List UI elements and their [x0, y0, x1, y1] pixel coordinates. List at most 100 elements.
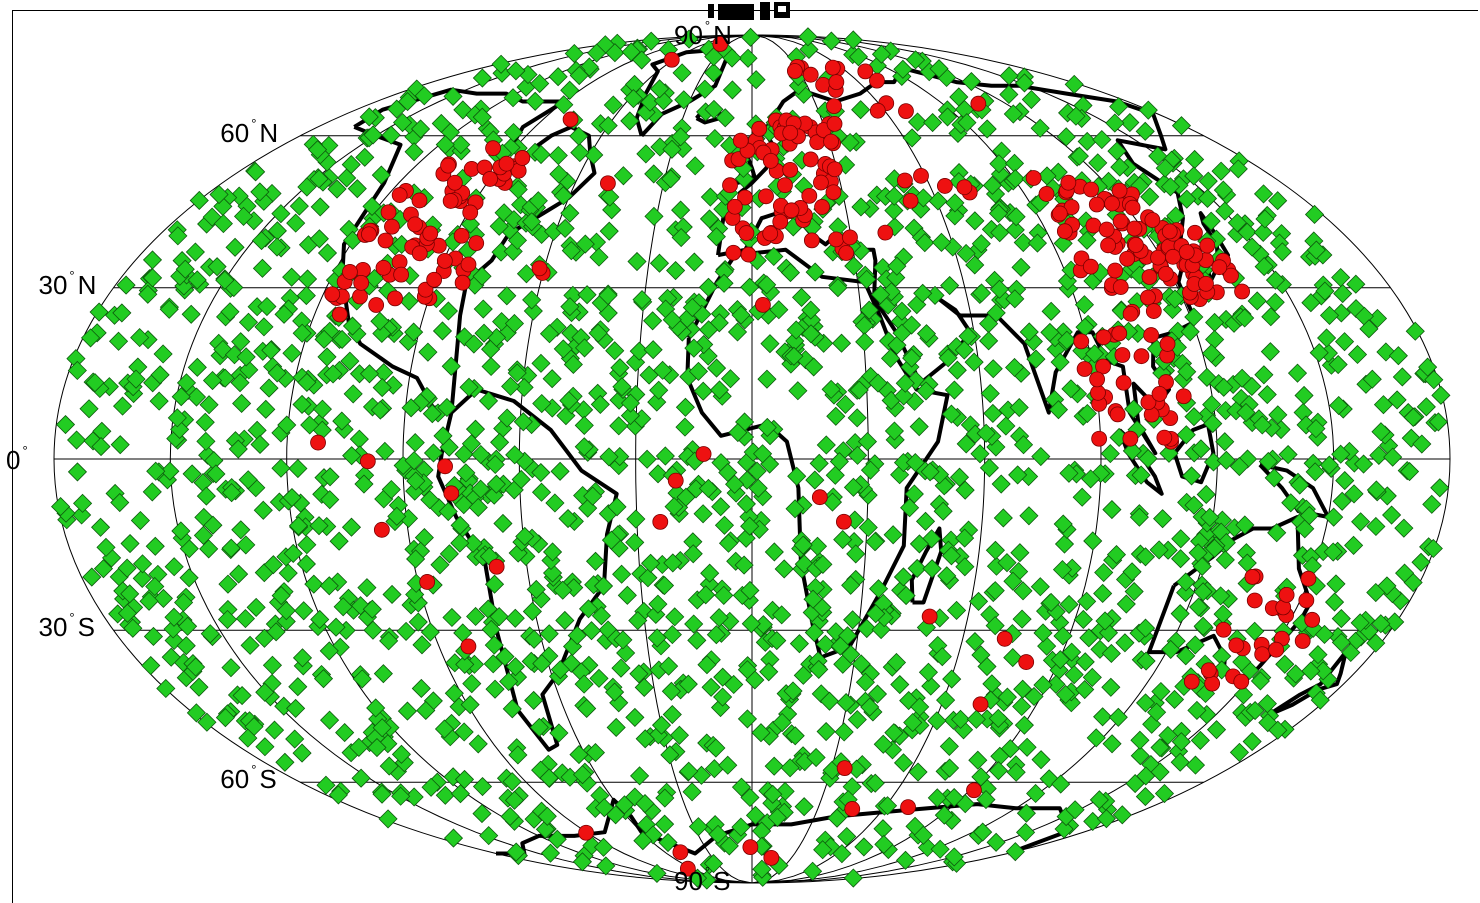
green-station-marker: [542, 369, 562, 389]
green-station-marker: [731, 817, 751, 837]
green-station-marker: [1333, 284, 1353, 304]
green-station-marker: [970, 444, 990, 464]
green-station-marker: [370, 311, 390, 331]
green-station-marker: [1135, 787, 1155, 807]
green-station-marker: [1101, 643, 1121, 664]
red-station-marker: [737, 189, 753, 206]
green-station-marker: [886, 267, 906, 288]
green-station-marker: [757, 417, 777, 438]
green-station-marker: [1369, 445, 1389, 465]
green-station-marker: [577, 285, 597, 305]
green-station-marker: [67, 430, 87, 450]
green-station-marker: [708, 824, 728, 844]
green-station-marker: [945, 193, 965, 213]
green-station-marker: [883, 525, 903, 545]
green-station-marker: [725, 474, 745, 494]
green-station-marker: [675, 417, 695, 437]
green-station-marker: [193, 525, 213, 545]
green-station-marker: [532, 654, 552, 674]
green-station-marker: [1131, 465, 1151, 485]
green-station-marker: [117, 603, 138, 623]
red-station-marker: [1298, 592, 1315, 609]
green-station-marker: [387, 506, 407, 526]
green-station-marker: [1431, 385, 1451, 405]
red-station-marker: [1083, 181, 1100, 198]
green-station-marker: [296, 554, 316, 574]
green-station-marker: [381, 125, 401, 145]
green-station-marker: [1308, 645, 1328, 665]
green-station-marker: [757, 275, 777, 295]
green-station-marker: [1138, 100, 1158, 120]
red-station-marker: [811, 489, 828, 506]
green-station-marker: [1129, 507, 1149, 527]
green-station-marker: [215, 708, 235, 728]
green-station-marker: [785, 499, 805, 519]
green-station-marker: [714, 273, 734, 293]
green-station-marker: [141, 655, 161, 676]
green-station-marker: [1254, 365, 1274, 385]
green-station-marker: [929, 59, 949, 79]
green-station-marker: [759, 662, 779, 682]
green-station-marker: [857, 618, 877, 639]
green-station-marker: [459, 377, 479, 397]
green-station-marker: [679, 29, 699, 49]
green-station-marker: [432, 321, 453, 341]
green-station-marker: [357, 578, 377, 598]
green-station-marker: [434, 719, 455, 739]
green-station-marker: [1005, 220, 1025, 240]
green-station-marker: [1319, 305, 1340, 325]
red-station-marker: [1100, 237, 1116, 254]
green-station-marker: [231, 520, 251, 540]
green-station-marker: [408, 612, 428, 632]
green-station-marker: [178, 616, 198, 636]
green-station-marker: [411, 678, 431, 699]
green-station-marker: [422, 404, 442, 424]
green-station-marker: [171, 387, 191, 407]
green-station-marker: [433, 426, 453, 446]
green-station-marker: [655, 814, 675, 834]
green-station-marker: [497, 286, 517, 306]
green-station-marker: [343, 384, 363, 404]
red-station-marker: [1112, 279, 1129, 295]
green-station-marker: [271, 204, 291, 224]
green-station-marker: [1315, 281, 1335, 301]
green-station-marker: [1057, 330, 1077, 350]
green-station-marker: [259, 378, 279, 398]
green-station-marker: [706, 227, 726, 247]
green-station-marker: [954, 340, 974, 360]
green-station-marker: [89, 302, 109, 322]
green-station-marker: [801, 300, 821, 320]
green-station-marker: [884, 421, 904, 441]
green-station-marker: [1177, 362, 1197, 382]
green-station-marker: [130, 328, 150, 348]
green-station-marker: [472, 266, 492, 286]
green-station-marker: [206, 464, 226, 484]
green-station-marker: [902, 348, 922, 368]
red-station-marker: [1211, 259, 1228, 276]
green-station-marker: [297, 177, 317, 197]
red-station-marker: [1018, 654, 1035, 670]
green-station-marker: [603, 95, 623, 115]
green-station-marker: [406, 471, 426, 491]
green-station-marker: [1082, 667, 1102, 687]
green-station-marker: [745, 805, 766, 825]
green-station-marker: [333, 597, 353, 617]
red-station-marker: [826, 98, 842, 115]
green-station-marker: [988, 708, 1008, 728]
green-station-marker: [834, 722, 854, 742]
green-station-marker: [612, 564, 632, 584]
green-station-marker: [746, 70, 766, 90]
green-station-marker: [582, 836, 602, 856]
degree-symbol: °: [251, 115, 257, 131]
green-station-marker: [1347, 344, 1368, 365]
green-station-marker: [233, 206, 254, 226]
red-station-marker: [1304, 611, 1321, 628]
green-station-marker: [326, 617, 346, 637]
red-station-marker: [600, 175, 616, 192]
red-station-marker: [1082, 258, 1099, 275]
green-station-marker: [1344, 484, 1364, 504]
green-station-marker: [651, 715, 672, 735]
green-station-marker: [238, 312, 259, 332]
green-station-marker: [367, 737, 387, 758]
green-station-marker: [1120, 112, 1140, 133]
